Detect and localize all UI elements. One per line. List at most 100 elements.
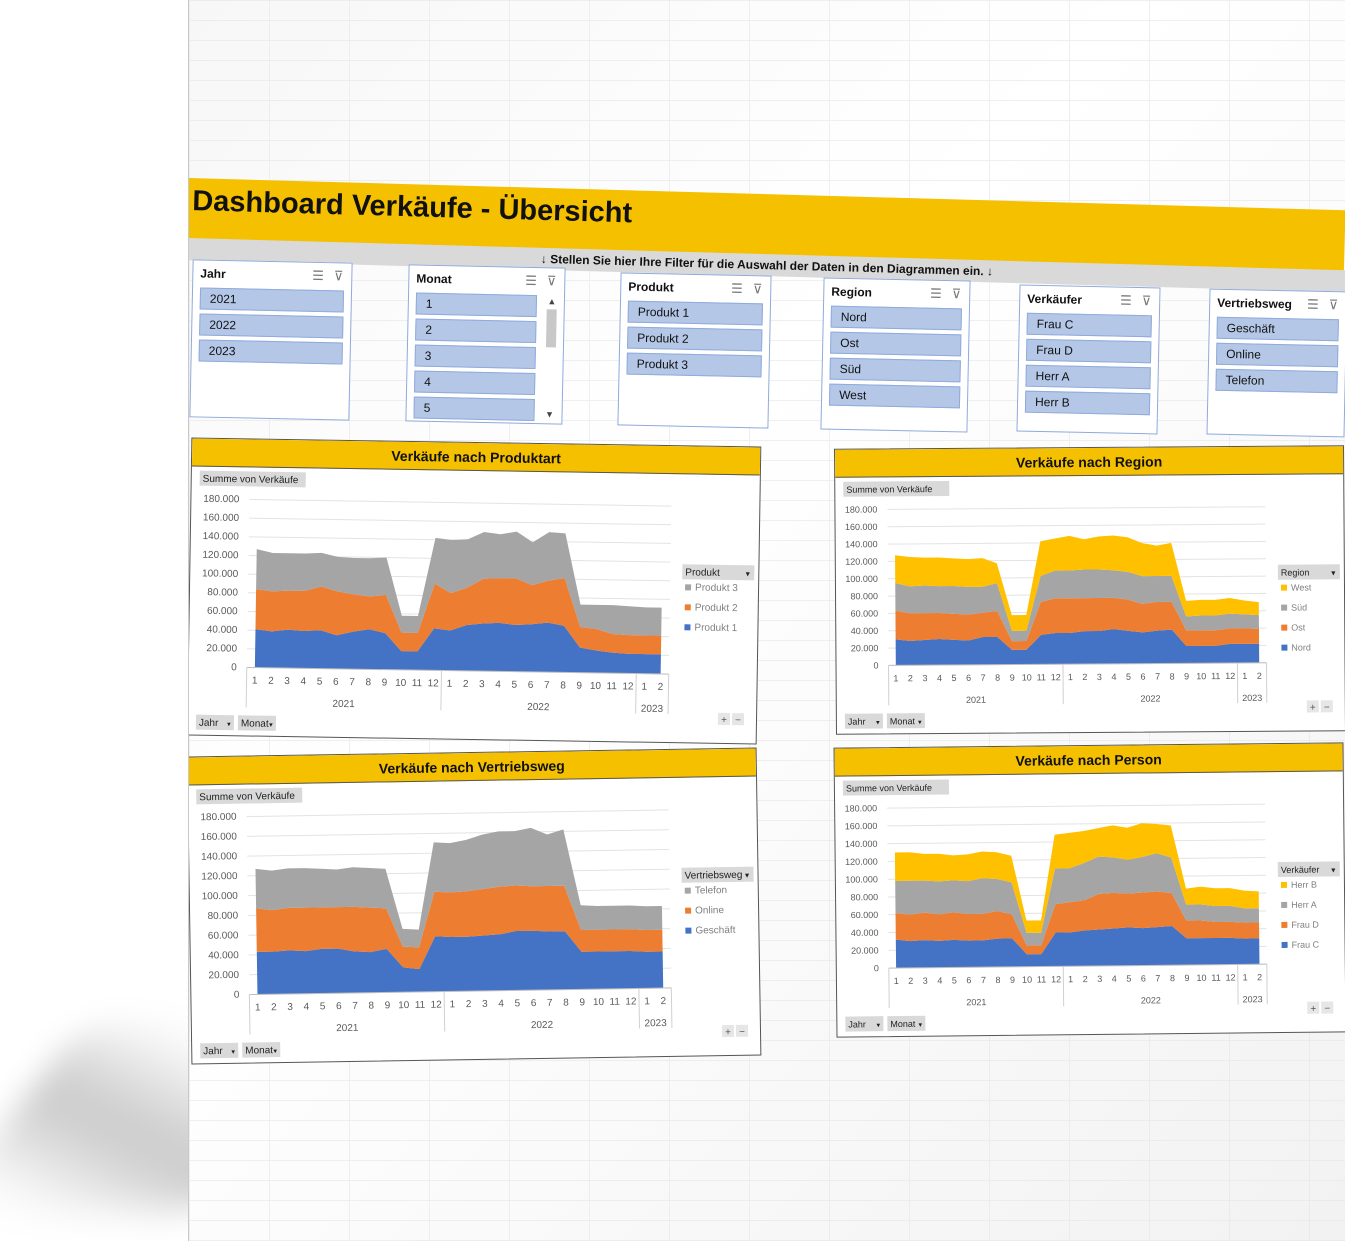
axis-field-button[interactable]: Jahr ▼ (844, 713, 883, 729)
clear-filter-icon[interactable]: ⊽ (1328, 297, 1339, 313)
expand-icon[interactable]: + (721, 715, 727, 726)
slicer-item[interactable]: 1 (415, 292, 538, 318)
slicer-item[interactable]: Frau C (1026, 312, 1152, 338)
value-field-button[interactable]: Summe von Verkäufe (842, 779, 949, 796)
axis-field-button-bg[interactable] (844, 713, 883, 729)
slicer-item[interactable]: 5 (413, 396, 535, 422)
slicer-item[interactable]: 2 (415, 318, 537, 344)
scroll-down-icon[interactable]: ▼ (544, 409, 555, 420)
axis-field-button[interactable]: Jahr ▼ (845, 1016, 884, 1032)
multi-select-icon[interactable]: ☰ (525, 272, 537, 289)
expand-collapse-button[interactable] (717, 712, 731, 726)
dropdown-icon[interactable]: ▼ (1330, 867, 1337, 874)
multi-select-icon[interactable]: ☰ (1119, 292, 1132, 308)
slicer-item[interactable]: Herr A (1025, 364, 1151, 390)
clear-filter-icon[interactable]: ⊽ (951, 286, 962, 302)
clear-filter-icon[interactable]: ⊽ (546, 273, 557, 289)
expand-icon[interactable]: + (1310, 1004, 1316, 1015)
dropdown-icon[interactable]: ▼ (268, 723, 274, 729)
slicer-item[interactable]: 2022 (199, 313, 344, 339)
slicer-item[interactable]: 3 (414, 344, 536, 370)
value-field-button[interactable]: Summe von Verkäufe (199, 470, 306, 488)
dropdown-icon[interactable]: ▼ (875, 1023, 881, 1029)
chart-0[interactable]: Verkäufe nach Produktart Summe von Verkäu… (189, 437, 762, 745)
axis-field-button-bg[interactable] (242, 1042, 281, 1058)
axis-field-button[interactable]: Monat ▼ (237, 715, 277, 731)
value-field-button[interactable]: Summe von Verkäufe (196, 787, 303, 805)
dropdown-icon[interactable]: ▼ (744, 873, 751, 880)
value-field-button-bg[interactable] (843, 480, 950, 497)
slicer-item[interactable]: Herr B (1024, 390, 1151, 416)
slicer-item[interactable]: Frau D (1025, 338, 1152, 364)
axis-field-button-bg[interactable] (237, 715, 277, 731)
slicer-item[interactable]: Online (1215, 342, 1339, 368)
axis-field-button[interactable]: Jahr ▼ (200, 1042, 239, 1059)
dropdown-icon[interactable]: ▼ (230, 1050, 236, 1056)
slicer-item[interactable]: West (828, 383, 961, 409)
legend-field-button-bg[interactable] (682, 564, 755, 581)
slicer-item[interactable]: Süd (829, 357, 961, 383)
collapse-icon[interactable]: − (735, 715, 741, 726)
legend-field-button-bg[interactable] (1277, 861, 1340, 878)
clear-filter-icon[interactable]: ⊽ (333, 268, 344, 284)
dropdown-icon[interactable]: ▼ (875, 720, 881, 726)
value-field-button-bg[interactable] (199, 470, 306, 488)
dropdown-icon[interactable]: ▼ (1330, 570, 1337, 577)
expand-icon[interactable]: + (1310, 702, 1316, 713)
chart-2[interactable]: Verkäufe nach Vertriebsweg Summe von Verk… (189, 747, 762, 1065)
scroll-up-icon[interactable]: ▲ (547, 296, 557, 307)
axis-field-button-bg[interactable] (845, 1016, 884, 1032)
scroll-thumb[interactable] (545, 309, 557, 348)
axis-field-button[interactable]: Monat ▼ (887, 1015, 926, 1032)
expand-collapse-button[interactable] (1320, 700, 1333, 713)
collapse-icon[interactable]: − (1324, 1003, 1330, 1014)
dropdown-icon[interactable]: ▼ (917, 1023, 923, 1029)
multi-select-icon[interactable]: ☰ (312, 267, 325, 284)
slicer-item[interactable]: Geschäft (1216, 316, 1339, 342)
slicer-item[interactable]: 4 (413, 370, 536, 396)
collapse-icon[interactable]: − (1324, 702, 1330, 713)
axis-field-button[interactable]: Jahr ▼ (195, 714, 235, 731)
expand-collapse-button[interactable] (721, 1024, 735, 1038)
axis-field-button-bg[interactable] (886, 713, 925, 729)
slicer-item[interactable]: Nord (830, 305, 962, 331)
multi-select-icon[interactable]: ☰ (730, 280, 743, 296)
chart-1[interactable]: Verkäufe nach Region Summe von Verkäufe 0 2… (834, 445, 1345, 735)
dropdown-icon[interactable]: ▼ (226, 722, 232, 728)
legend-field-button[interactable]: Produkt ▼ (682, 564, 755, 581)
expand-collapse-button[interactable] (731, 713, 745, 726)
legend-field-button[interactable]: Region ▼ (1277, 564, 1340, 580)
slicer-scrollbar[interactable]: ▲ ▼ (542, 296, 559, 419)
value-field-button-bg[interactable] (196, 787, 303, 805)
expand-icon[interactable]: + (725, 1027, 731, 1038)
value-field-button[interactable]: Summe von Verkäufe (843, 480, 950, 497)
slicer-item[interactable]: Telefon (1215, 368, 1338, 394)
legend-field-button[interactable]: Vertriebsweg ▼ (681, 866, 754, 883)
chart-3[interactable]: Verkäufe nach Person Summe von Verkäufe 0 2… (833, 742, 1345, 1038)
legend-field-button-bg[interactable] (1277, 564, 1340, 580)
slicer-item[interactable]: Ost (830, 331, 962, 357)
dropdown-icon[interactable]: ▼ (272, 1049, 278, 1055)
axis-field-button-bg[interactable] (195, 714, 235, 731)
legend-field-button-bg[interactable] (681, 866, 754, 883)
value-field-button-bg[interactable] (842, 779, 949, 796)
axis-field-button[interactable]: Monat ▼ (886, 713, 925, 729)
axis-field-button-bg[interactable] (200, 1042, 239, 1059)
slicer-item[interactable]: Produkt 3 (626, 352, 762, 378)
slicer-item[interactable]: Produkt 2 (627, 326, 763, 352)
axis-field-button[interactable]: Monat ▼ (242, 1042, 281, 1058)
slicer-item[interactable]: 2021 (199, 287, 345, 313)
dropdown-icon[interactable]: ▼ (917, 720, 923, 726)
expand-collapse-button[interactable] (1306, 700, 1319, 713)
dropdown-icon[interactable]: ▼ (744, 571, 751, 578)
expand-collapse-button[interactable] (735, 1024, 749, 1037)
axis-field-button-bg[interactable] (887, 1015, 926, 1032)
expand-collapse-button[interactable] (1321, 1001, 1334, 1014)
slicer-item[interactable]: Produkt 1 (627, 300, 764, 326)
multi-select-icon[interactable]: ☰ (929, 285, 942, 301)
slicer-item[interactable]: 2023 (198, 339, 343, 365)
multi-select-icon[interactable]: ☰ (1306, 296, 1319, 312)
clear-filter-icon[interactable]: ⊽ (752, 281, 763, 297)
legend-field-button[interactable]: Verkäufer ▼ (1277, 861, 1340, 878)
expand-collapse-button[interactable] (1307, 1001, 1320, 1014)
